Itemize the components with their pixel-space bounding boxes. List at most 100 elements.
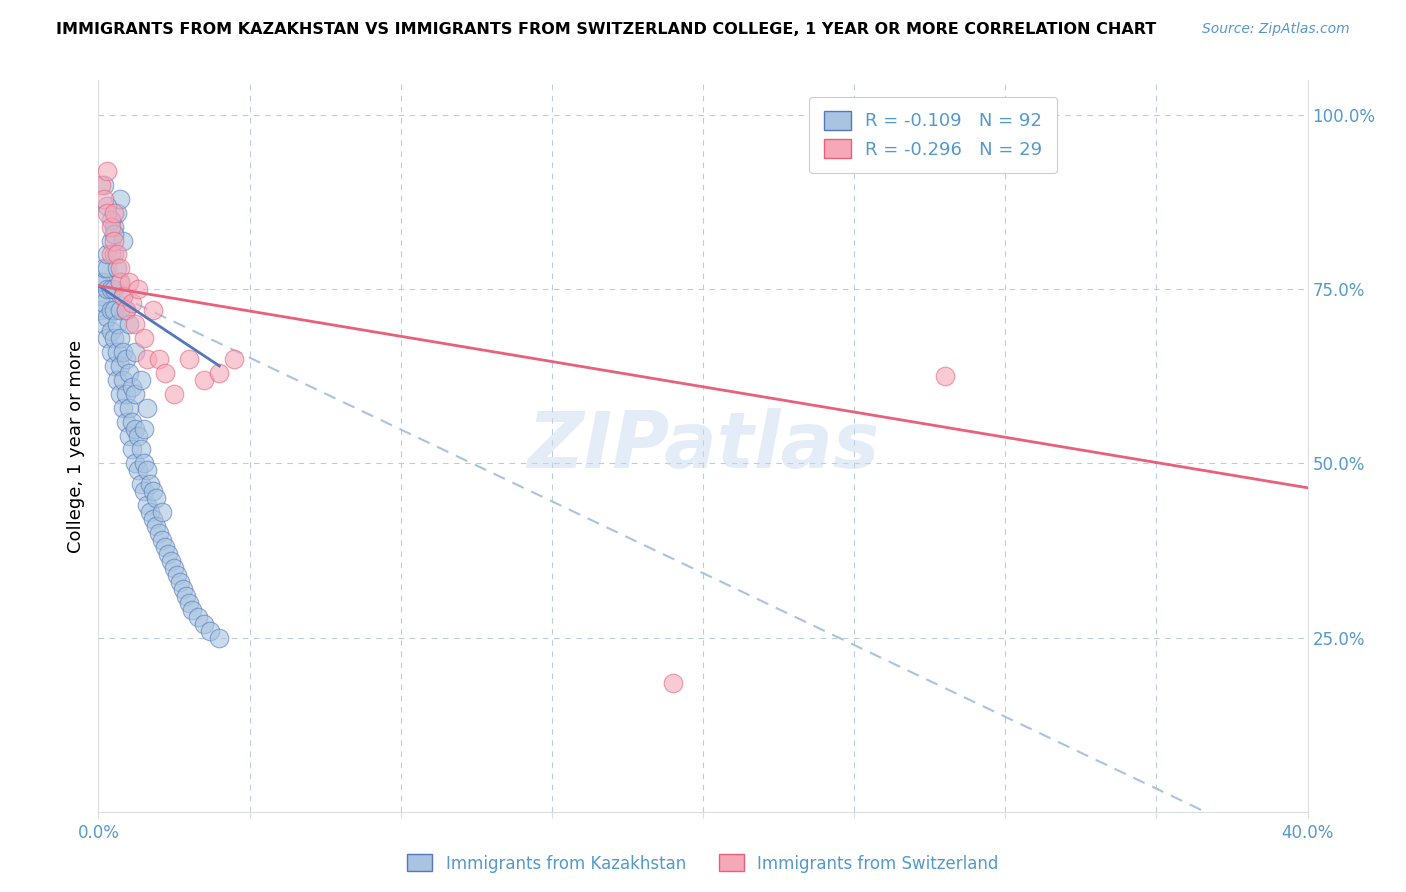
Point <box>103 359 125 373</box>
Point <box>100 303 122 318</box>
Point <box>187 609 209 624</box>
Point <box>103 303 125 318</box>
Point <box>105 205 128 219</box>
Point <box>96 199 118 213</box>
Point <box>142 303 165 318</box>
Point <box>129 477 152 491</box>
Point <box>100 345 122 359</box>
Point <box>105 261 128 276</box>
Point <box>111 289 134 303</box>
Point <box>129 442 152 457</box>
Point <box>148 351 170 366</box>
Point <box>93 261 115 276</box>
Point <box>103 227 125 241</box>
Point <box>145 519 167 533</box>
Point <box>96 282 118 296</box>
Point <box>103 205 125 219</box>
Point <box>127 428 149 442</box>
Point <box>118 428 141 442</box>
Point <box>105 317 128 331</box>
Point <box>166 567 188 582</box>
Point <box>111 234 134 248</box>
Point <box>105 373 128 387</box>
Point <box>96 310 118 325</box>
Point <box>193 373 215 387</box>
Point <box>139 477 162 491</box>
Point <box>121 442 143 457</box>
Point <box>150 533 173 547</box>
Point <box>114 415 136 429</box>
Point <box>114 386 136 401</box>
Point <box>145 491 167 506</box>
Text: IMMIGRANTS FROM KAZAKHSTAN VS IMMIGRANTS FROM SWITZERLAND COLLEGE, 1 YEAR OR MOR: IMMIGRANTS FROM KAZAKHSTAN VS IMMIGRANTS… <box>56 22 1157 37</box>
Point <box>179 351 201 366</box>
Point <box>135 351 157 366</box>
Point <box>114 351 136 366</box>
Text: Source: ZipAtlas.com: Source: ZipAtlas.com <box>1202 22 1350 37</box>
Point <box>111 345 134 359</box>
Point <box>121 415 143 429</box>
Point <box>100 324 122 338</box>
Point <box>121 380 143 394</box>
Point <box>142 512 165 526</box>
Point <box>153 540 176 554</box>
Point <box>139 505 162 519</box>
Point <box>124 317 146 331</box>
Point <box>132 484 155 499</box>
Point <box>108 303 131 318</box>
Legend: R = -0.109   N = 92, R = -0.296   N = 29: R = -0.109 N = 92, R = -0.296 N = 29 <box>810 96 1057 173</box>
Point <box>105 345 128 359</box>
Point <box>108 386 131 401</box>
Point <box>103 282 125 296</box>
Point <box>124 421 146 435</box>
Point <box>96 164 118 178</box>
Point <box>111 401 134 415</box>
Point <box>90 275 112 289</box>
Point <box>96 205 118 219</box>
Point <box>174 589 197 603</box>
Point <box>103 219 125 234</box>
Point <box>108 331 131 345</box>
Point <box>100 234 122 248</box>
Point <box>93 317 115 331</box>
Point <box>90 178 112 192</box>
Point <box>105 247 128 261</box>
Point <box>121 296 143 310</box>
Point <box>124 386 146 401</box>
Point <box>132 457 155 471</box>
Point <box>108 275 131 289</box>
Point <box>111 289 134 303</box>
Point <box>108 359 131 373</box>
Point <box>96 331 118 345</box>
Point <box>172 582 194 596</box>
Point <box>127 463 149 477</box>
Point <box>103 234 125 248</box>
Legend: Immigrants from Kazakhstan, Immigrants from Switzerland: Immigrants from Kazakhstan, Immigrants f… <box>401 847 1005 880</box>
Text: ZIPatlas: ZIPatlas <box>527 408 879 484</box>
Point <box>114 303 136 318</box>
Point <box>160 554 183 568</box>
Point <box>169 574 191 589</box>
Point <box>93 275 115 289</box>
Point <box>150 505 173 519</box>
Point <box>132 421 155 435</box>
Point <box>118 366 141 380</box>
Point <box>124 457 146 471</box>
Point <box>111 373 134 387</box>
Y-axis label: College, 1 year or more: College, 1 year or more <box>66 340 84 552</box>
Point <box>163 561 186 575</box>
Point <box>135 498 157 512</box>
Point <box>193 616 215 631</box>
Point <box>90 303 112 318</box>
Point <box>93 192 115 206</box>
Point <box>200 624 222 638</box>
Point <box>135 401 157 415</box>
Point <box>156 547 179 561</box>
Point <box>100 219 122 234</box>
Point <box>96 261 118 276</box>
Point <box>208 631 231 645</box>
Point <box>103 247 125 261</box>
Point <box>118 317 141 331</box>
Point <box>127 282 149 296</box>
Point <box>108 275 131 289</box>
